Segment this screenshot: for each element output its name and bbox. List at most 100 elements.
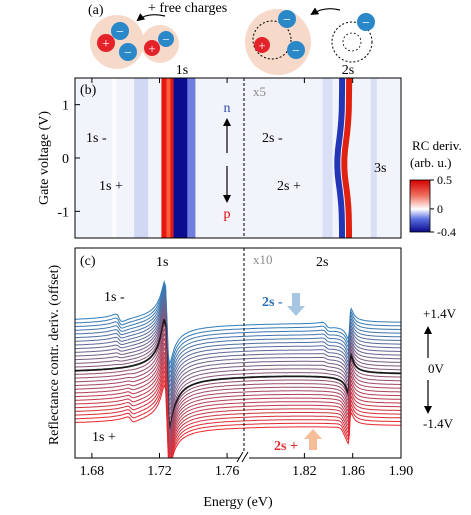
trace-line xyxy=(75,337,401,440)
heatmap-band-1s-blue-tail xyxy=(187,78,196,238)
trace-line xyxy=(75,333,401,438)
orbit-2s-b-inner xyxy=(342,32,362,52)
electron-minus-sign: − xyxy=(292,44,300,59)
trace-line xyxy=(75,285,401,374)
heatmap-band-1s-red-core xyxy=(166,78,171,238)
trace-line xyxy=(75,319,401,430)
heatmap-band-white xyxy=(112,78,117,238)
trace-line xyxy=(75,347,401,446)
trace-line xyxy=(75,364,401,457)
label-n: n xyxy=(224,101,231,116)
label-1s-plus-c: 1s + xyxy=(92,430,116,445)
traces-xlabel: Energy (eV) xyxy=(203,495,273,510)
colorbar-ticks: 0.5 0 -0.4 xyxy=(430,173,456,239)
electron-minus-sign: − xyxy=(116,25,124,40)
trace-line xyxy=(75,368,401,458)
colorbar-tick-label: -0.4 xyxy=(437,225,456,239)
trace-line xyxy=(75,311,401,416)
heatmap-y-tick-label: 1 xyxy=(62,99,69,114)
trace-line xyxy=(75,280,401,366)
electron-minus-sign: − xyxy=(162,32,169,47)
panel-b: 10-1 (b) Gate voltage (V) 1s 2s x5 1s - … xyxy=(37,63,462,239)
electron-1s-a xyxy=(97,34,115,52)
traces-x-tick-label: 1.72 xyxy=(147,464,172,479)
hole-plus-sign: + xyxy=(148,41,155,56)
electron-2s-d xyxy=(357,13,375,31)
trace-line xyxy=(75,305,401,406)
heatmap-band-3s xyxy=(370,78,377,238)
trace-line xyxy=(75,303,401,402)
label-x10: x10 xyxy=(253,252,273,267)
trace-line xyxy=(75,378,401,458)
trace-line xyxy=(75,293,401,388)
trace-line xyxy=(75,373,401,458)
trace-line xyxy=(75,308,401,411)
heatmap-y-tick-label: 0 xyxy=(62,152,69,167)
label-p: p xyxy=(224,207,231,222)
trace-line xyxy=(75,313,401,420)
axis-break-mark xyxy=(236,451,249,463)
heatmap-ylabel: Gate voltage (V) xyxy=(37,111,52,205)
heatmap-y-ticks: 1 0 -1 xyxy=(57,99,80,220)
trace-line xyxy=(75,359,401,454)
free-charge-arrow xyxy=(136,13,166,22)
panel-a-label: (a) xyxy=(88,3,104,18)
orbit-2s-b-outer xyxy=(331,21,373,63)
panel-b-label: (b) xyxy=(80,83,97,98)
trace-line xyxy=(75,323,401,432)
trace-line xyxy=(75,316,401,425)
panel-a: (a) + free charges + − − + − + − − − xyxy=(88,1,375,75)
traces-x-tick-label: 1.68 xyxy=(80,464,105,479)
label-peak-2s: 2s xyxy=(316,255,328,270)
reflectance-traces xyxy=(75,280,401,458)
trace-line xyxy=(75,282,401,369)
electron-1s-d xyxy=(144,40,160,56)
label-top-1s: 1s xyxy=(176,63,188,78)
trace-line xyxy=(75,342,401,443)
panel-c: 1.68 1.72 1.76 1.82 1.86 1.90 (c) Reflectance… xyxy=(47,78,457,510)
label-peak-1s: 1s xyxy=(156,255,168,270)
heatmap-band-light-blue xyxy=(134,78,149,238)
traces-x-tick-label: 1.90 xyxy=(389,464,414,479)
label-2s-plus: 2s + xyxy=(277,179,301,194)
label-2s-minus: 2s - xyxy=(262,131,283,146)
orbit-2s-a xyxy=(252,20,292,60)
electron-minus-sign: − xyxy=(124,46,132,61)
electron-1s-b xyxy=(111,22,129,40)
heatmap-features xyxy=(112,78,377,238)
trace-line xyxy=(75,354,401,451)
trace-line xyxy=(75,351,401,449)
trace-line xyxy=(75,383,401,458)
electron-1s-e xyxy=(158,31,174,47)
label-0v: 0V xyxy=(428,361,445,376)
label-1s-minus: 1s - xyxy=(86,131,107,146)
label-minus-1p4v: -1.4V xyxy=(423,416,454,431)
label-3s: 3s xyxy=(374,161,386,176)
trace-line xyxy=(75,290,401,383)
traces-x-ticks: 1.68 1.72 1.76 1.82 1.86 1.90 xyxy=(80,78,414,479)
colorbar-label-line1: RC deriv. xyxy=(412,138,462,153)
electron-1s-c xyxy=(119,43,137,61)
trace-line xyxy=(75,300,401,397)
electron-minus-sign: − xyxy=(283,13,291,28)
label-1s-plus: 1s + xyxy=(99,179,123,194)
free-charge-arrow-2s xyxy=(310,7,341,16)
trace-line xyxy=(75,287,401,378)
heatmap-y-tick-label: -1 xyxy=(57,205,69,220)
heatmap-band-2s-red xyxy=(341,78,353,238)
traces-x-tick-label: 1.76 xyxy=(215,464,240,479)
heatmap-band-1s-blue xyxy=(173,78,188,238)
traces-x-tick-label: 1.82 xyxy=(292,464,317,479)
panel-c-label: (c) xyxy=(80,254,96,269)
label-1s-minus-c: 1s - xyxy=(104,290,125,305)
hole-plus-sign: + xyxy=(258,38,265,53)
traces-x-tick-label: 1.86 xyxy=(340,464,365,479)
arrow-2s-minus xyxy=(287,293,305,316)
electron-2s-b xyxy=(278,10,296,28)
traces-frame xyxy=(74,247,402,459)
panel-a-caption: + free charges xyxy=(148,1,227,16)
traces-ylabel: Reflectance contr. deriv. (offset) xyxy=(47,264,62,445)
label-2s-minus-c: 2s - xyxy=(262,295,283,310)
colorbar-tick-label: 0 xyxy=(437,202,443,216)
